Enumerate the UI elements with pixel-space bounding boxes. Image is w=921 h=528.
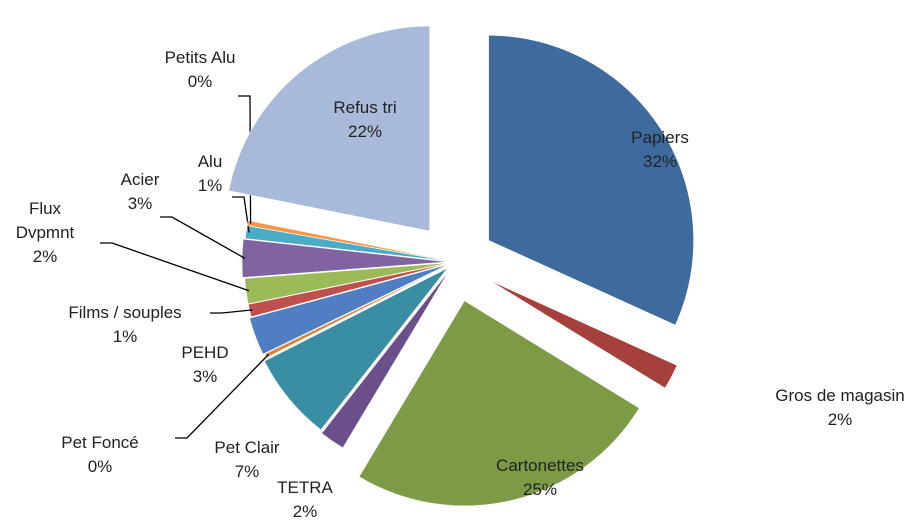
category-label: Papiers xyxy=(631,128,689,147)
value-label: 1% xyxy=(112,327,138,346)
pie-slice xyxy=(245,225,450,262)
pie-slice xyxy=(246,220,450,262)
data-label: Alu 1% xyxy=(190,150,230,198)
value-label: 25% xyxy=(522,480,558,499)
category-label: Acier xyxy=(120,170,160,189)
value-label: 0% xyxy=(187,72,213,91)
value-label: 2% xyxy=(292,502,318,521)
category-label: Petits Alu xyxy=(164,48,236,67)
pie-slice xyxy=(358,300,640,507)
value-label: 1% xyxy=(197,176,223,195)
data-label: Pet Clair 7% xyxy=(197,436,297,484)
data-label: Cartonettes 25% xyxy=(470,454,610,502)
leader-line xyxy=(100,242,250,292)
value-label: 22% xyxy=(347,122,383,141)
leader-line xyxy=(160,216,246,259)
pie-slice xyxy=(241,238,448,278)
category-label: Pet Clair xyxy=(214,438,280,457)
data-label: Films / souples 1% xyxy=(35,301,215,349)
data-label: Flux Dvpmnt 2% xyxy=(15,197,75,269)
category-label: Pet Foncé xyxy=(61,433,139,452)
pie-slice xyxy=(264,264,450,358)
data-label: Pet Foncé 0% xyxy=(30,431,170,479)
data-label: Gros de magasin 2% xyxy=(740,384,921,432)
data-label: Papiers 32% xyxy=(600,126,720,174)
leader-line xyxy=(210,309,253,314)
value-label: 0% xyxy=(87,457,113,476)
value-label: 32% xyxy=(642,152,678,171)
category-label: TETRA xyxy=(277,478,333,497)
pie-slice xyxy=(249,264,448,355)
value-label: 3% xyxy=(127,194,153,213)
pie-slice xyxy=(490,280,678,389)
category-label: Cartonettes xyxy=(496,456,584,475)
pie-slice xyxy=(488,35,694,326)
data-label: Petits Alu 0% xyxy=(140,46,260,94)
leader-line xyxy=(232,196,250,233)
category-label: Flux Dvpmnt xyxy=(15,199,75,242)
pie-slice xyxy=(264,268,448,431)
category-label: Gros de magasin xyxy=(775,386,905,405)
pie-slice xyxy=(321,271,449,449)
value-label: 2% xyxy=(827,410,853,429)
data-label: Refus tri 22% xyxy=(305,96,425,144)
category-label: Films / souples xyxy=(68,303,182,322)
leader-line xyxy=(175,353,270,439)
category-label: Refus tri xyxy=(333,98,397,117)
category-label: Alu xyxy=(197,152,223,171)
value-label: 7% xyxy=(234,462,260,481)
data-label: Acier 3% xyxy=(110,168,170,216)
category-label: PEHD xyxy=(181,343,229,362)
value-label: 3% xyxy=(192,367,218,386)
pie-slice xyxy=(244,262,450,305)
value-label: 2% xyxy=(32,247,58,266)
data-label: TETRA 2% xyxy=(275,476,335,524)
data-label: PEHD 3% xyxy=(175,341,235,389)
pie-slice xyxy=(228,25,430,232)
